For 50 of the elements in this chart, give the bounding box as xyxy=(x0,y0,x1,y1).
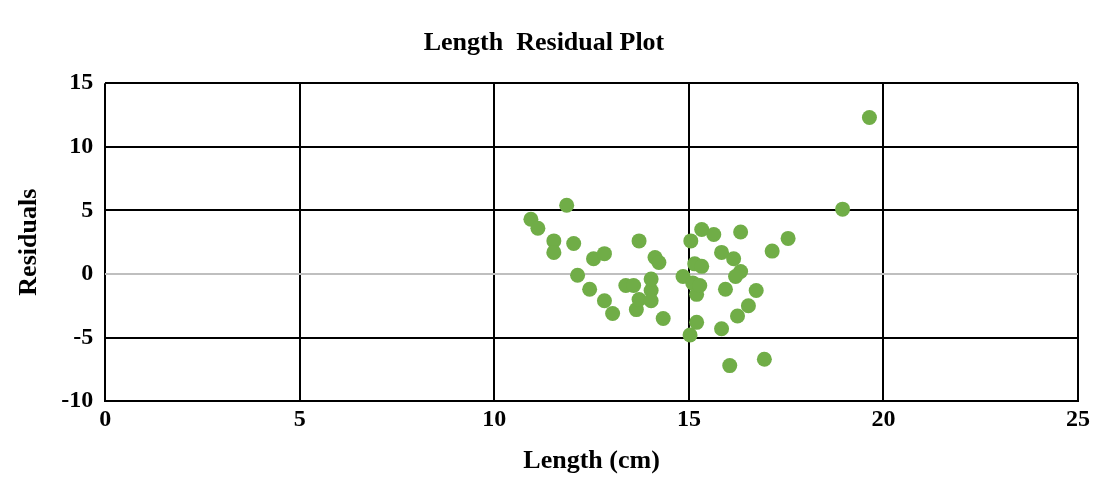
point xyxy=(682,327,698,343)
x-tick-label: 10 xyxy=(482,404,507,431)
point xyxy=(655,311,671,327)
point xyxy=(764,243,780,259)
point xyxy=(706,227,722,243)
point xyxy=(643,293,659,309)
point xyxy=(717,281,733,297)
point xyxy=(733,224,749,240)
point xyxy=(559,197,575,213)
point xyxy=(780,230,796,246)
point xyxy=(530,220,546,236)
point xyxy=(694,221,710,237)
point xyxy=(546,244,562,260)
y-tick-label: 10 xyxy=(69,132,94,158)
point xyxy=(596,293,612,309)
point xyxy=(714,244,730,260)
point xyxy=(596,246,612,262)
y-axis-title: Residuals xyxy=(13,188,43,296)
point xyxy=(694,258,710,274)
chart-title: Length Residual Plot xyxy=(423,27,665,57)
point xyxy=(861,110,877,126)
point xyxy=(683,233,699,249)
point xyxy=(714,321,730,337)
y-tick-label: -5 xyxy=(73,322,94,349)
x-tick-label: 5 xyxy=(293,404,306,431)
point xyxy=(726,251,742,267)
point xyxy=(756,351,772,367)
point xyxy=(748,283,764,299)
point xyxy=(605,305,621,321)
point xyxy=(689,314,705,330)
y-tick-label: -10 xyxy=(61,386,94,413)
point xyxy=(651,255,667,271)
point xyxy=(740,298,756,314)
point xyxy=(566,235,582,251)
y-tick-label: 0 xyxy=(81,259,94,286)
point xyxy=(728,269,744,285)
point xyxy=(730,308,746,324)
point xyxy=(582,281,598,297)
x-tick-label: 0 xyxy=(99,404,112,431)
point xyxy=(643,271,659,287)
y-tick-label: 5 xyxy=(81,195,94,222)
y-tick-label: 15 xyxy=(69,68,94,95)
x-axis-title: Length (cm) xyxy=(523,444,660,474)
point xyxy=(835,201,851,217)
x-tick-label: 20 xyxy=(871,404,896,431)
point xyxy=(722,358,738,374)
point xyxy=(631,233,647,249)
x-tick-label: 25 xyxy=(1066,404,1090,431)
x-tick-label: 15 xyxy=(676,404,701,431)
point xyxy=(570,267,586,283)
